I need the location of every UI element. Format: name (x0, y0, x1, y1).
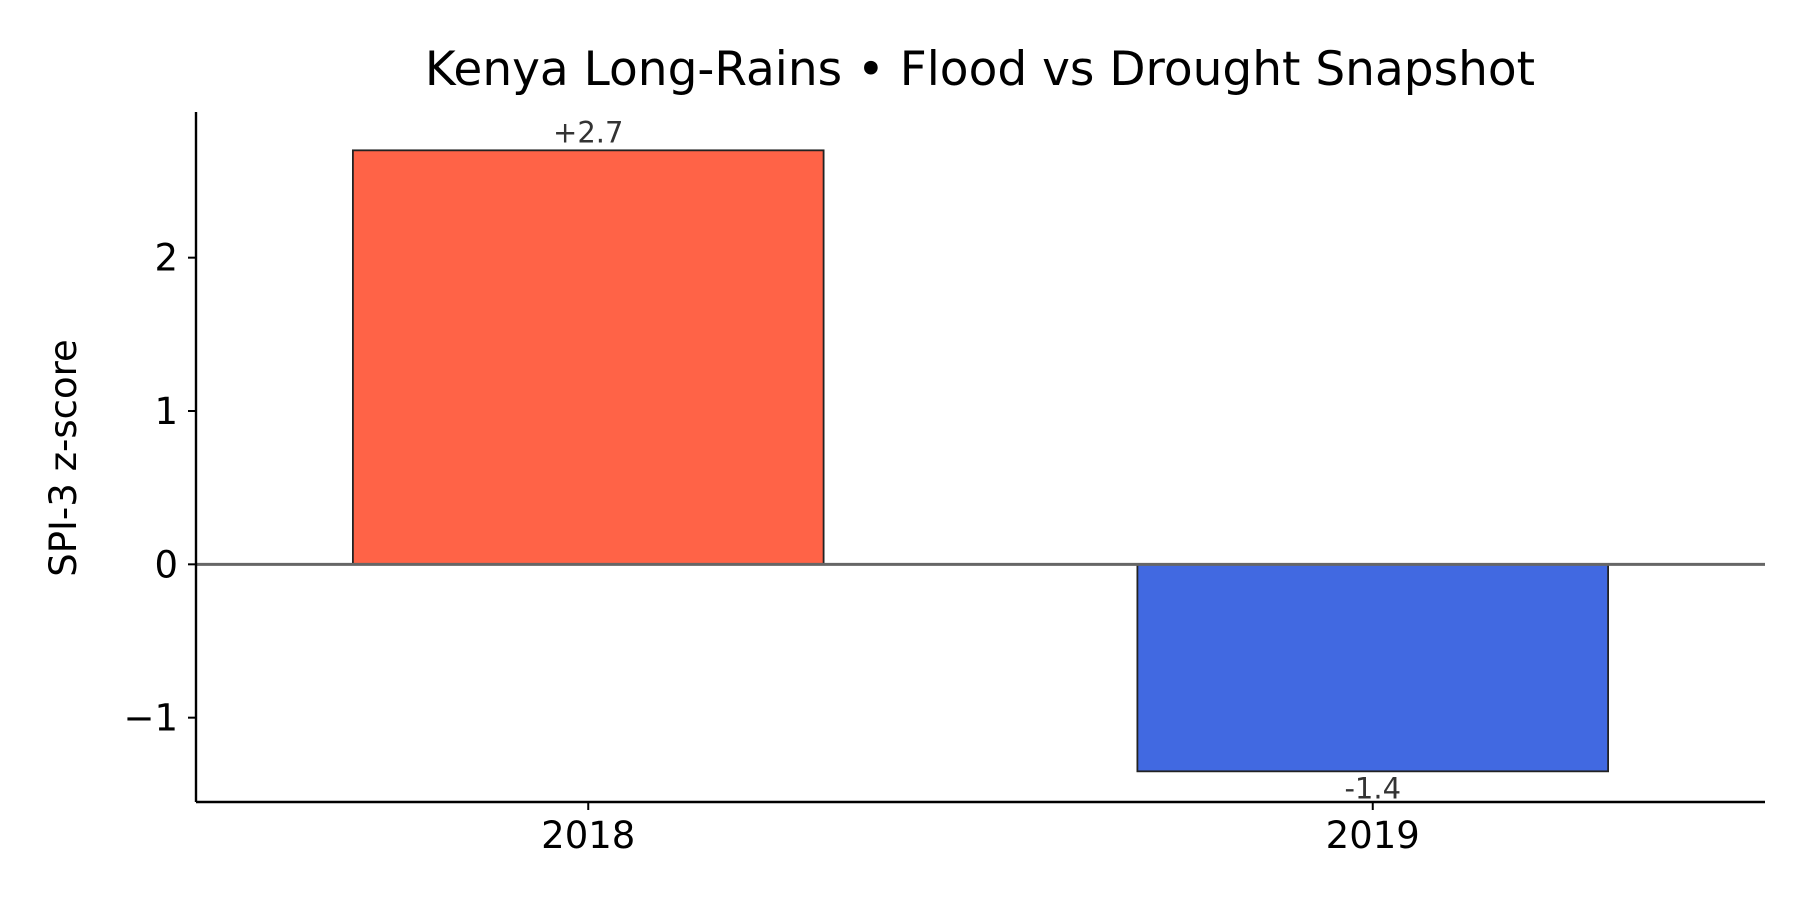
chart-title: Kenya Long-Rains • Flood vs Drought Snap… (425, 42, 1535, 97)
y-tick-label-1: 1 (154, 390, 178, 433)
y-tick-label--1: −1 (123, 697, 178, 740)
y-axis-label: SPI-3 z-score (42, 339, 85, 577)
bar-2018 (351, 149, 825, 566)
value-label-2019: -1.4 (1344, 771, 1401, 805)
y-tick-label-0: 0 (154, 543, 178, 586)
y-tick-label-2: 2 (154, 237, 178, 280)
value-label-2018: +2.7 (553, 115, 623, 149)
x-tick-label-2018: 2018 (541, 814, 635, 857)
x-tick-label-2019: 2019 (1326, 814, 1420, 857)
bar-2019 (1136, 563, 1610, 773)
plot-area: +2.7 2018 -1.4 2019 −1 0 1 2 (123, 112, 1765, 857)
